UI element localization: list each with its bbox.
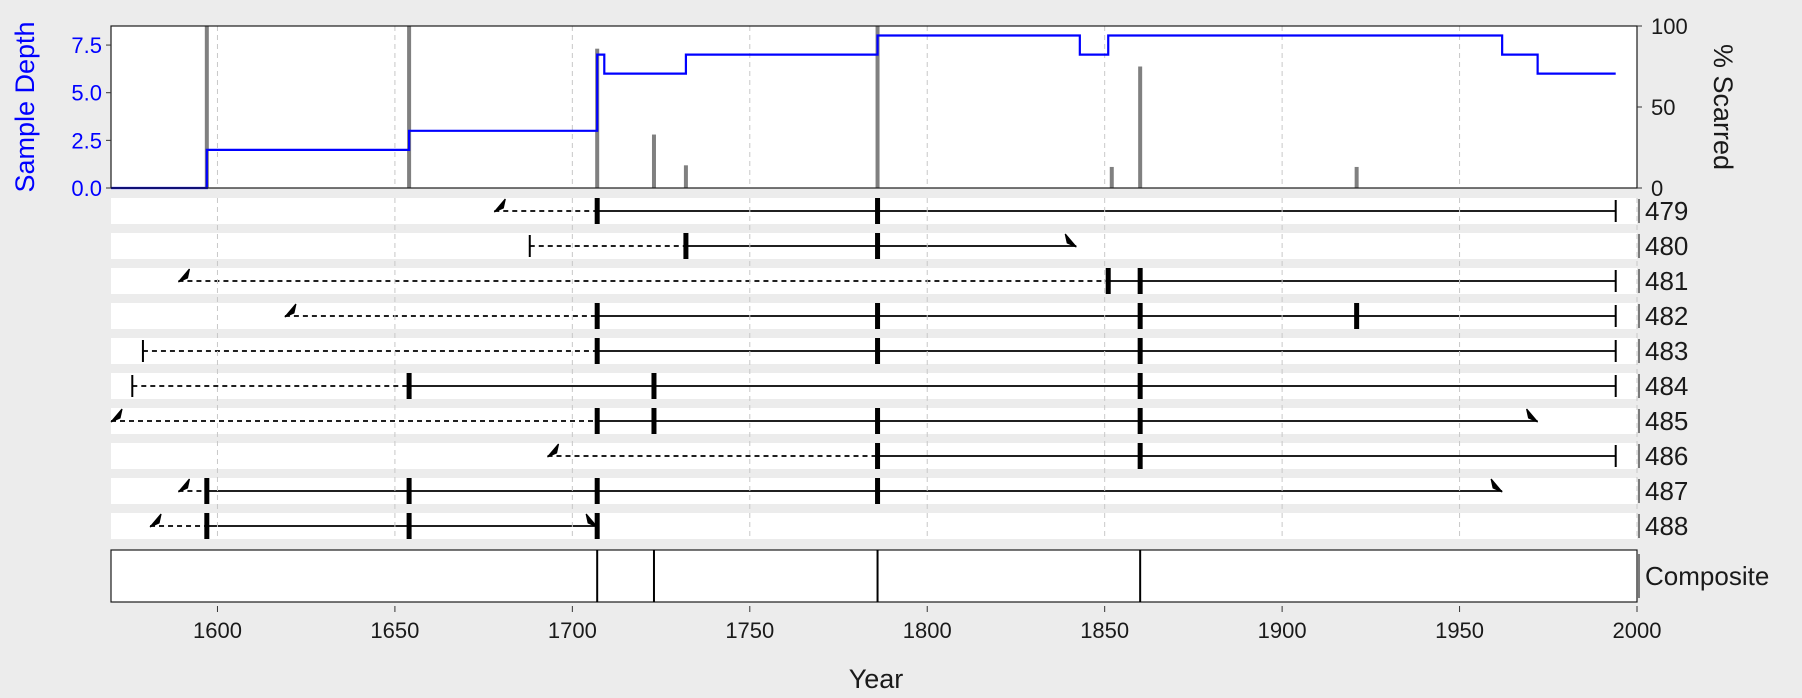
x-tick-label: 1600 xyxy=(193,618,242,643)
series-label: 483 xyxy=(1645,336,1688,366)
sample-depth-tick-label: 0.0 xyxy=(71,176,102,201)
series-label: 482 xyxy=(1645,301,1688,331)
sample-depth-tick-label: 7.5 xyxy=(71,33,102,58)
fire-scar xyxy=(594,198,600,224)
series-row: 485 xyxy=(110,406,1688,436)
pith-marker xyxy=(110,408,123,423)
series-row: 487 xyxy=(177,476,1688,506)
inner-ring-marker xyxy=(1526,408,1539,423)
pith-marker xyxy=(177,478,191,493)
fire-scar xyxy=(875,233,881,259)
series-row: 488 xyxy=(149,511,1688,541)
series-label: 479 xyxy=(1645,196,1688,226)
inner-ring-marker xyxy=(1064,233,1077,248)
fire-scar xyxy=(406,478,412,504)
pith-marker xyxy=(177,268,191,283)
top-panel-background xyxy=(111,26,1637,188)
pith-marker xyxy=(284,303,297,318)
percent-scarred-tick-label: 50 xyxy=(1651,95,1675,120)
x-tick-label: 2000 xyxy=(1613,618,1662,643)
inner-ring-marker xyxy=(1490,478,1503,493)
series-row: 480 xyxy=(528,231,1688,261)
sample-depth-axis-label: Sample Depth xyxy=(10,21,40,192)
sample-depth-tick-label: 2.5 xyxy=(71,128,102,153)
fire-scar xyxy=(875,443,881,469)
fire-scar xyxy=(594,303,600,329)
series-label: 487 xyxy=(1645,476,1688,506)
fire-scar xyxy=(1354,303,1360,329)
percent-scarred-tick-label: 100 xyxy=(1651,14,1688,39)
percent-scarred-bar xyxy=(875,26,880,188)
sample-depth-tick-label: 5.0 xyxy=(71,81,102,106)
fire-scar xyxy=(875,303,881,329)
x-tick-label: 1900 xyxy=(1258,618,1307,643)
x-tick-label: 1850 xyxy=(1080,618,1129,643)
series-panel: 479 480 481 482 483 484 485 486 487 488 xyxy=(110,196,1688,541)
percent-scarred-bar xyxy=(683,165,688,188)
fire-scar xyxy=(1137,338,1143,364)
percent-scarred-axis-label: % Scarred xyxy=(1708,44,1738,170)
fire-scar xyxy=(594,478,600,504)
pith-marker xyxy=(149,513,162,528)
series-row: 479 xyxy=(493,196,1688,226)
series-row: 486 xyxy=(547,441,1688,471)
fire-scar xyxy=(651,408,657,434)
x-tick-label: 1750 xyxy=(725,618,774,643)
fire-scar xyxy=(875,338,881,364)
composite-panel: Composite xyxy=(110,549,1769,603)
percent-scarred-bar xyxy=(1354,166,1359,188)
composite-label: Composite xyxy=(1645,561,1769,591)
sample-depth-panel xyxy=(111,26,1637,188)
fire-scar xyxy=(406,513,412,539)
fire-scar xyxy=(1137,373,1143,399)
x-axis-label: Year xyxy=(849,664,904,693)
x-tick-label: 1950 xyxy=(1435,618,1484,643)
sample-depth-line xyxy=(111,34,1616,190)
series-label: 488 xyxy=(1645,511,1688,541)
series-row: 483 xyxy=(141,336,1688,366)
percent-scarred-bar xyxy=(1109,166,1114,188)
fire-scar xyxy=(204,478,210,504)
series-row: 481 xyxy=(177,266,1688,296)
series-label: 486 xyxy=(1645,441,1688,471)
fire-scar xyxy=(875,408,881,434)
series-label: 481 xyxy=(1645,266,1688,296)
pith-marker xyxy=(493,198,506,213)
fire-scar xyxy=(1105,268,1111,294)
fire-scar xyxy=(875,478,881,504)
composite-panel-background xyxy=(110,549,1638,603)
series-label: 484 xyxy=(1645,371,1688,401)
percent-scarred-bar xyxy=(1138,66,1143,188)
fire-scar xyxy=(683,233,689,259)
series-row: 484 xyxy=(131,371,1688,401)
fire-scar xyxy=(651,373,657,399)
x-tick-label: 1700 xyxy=(548,618,597,643)
fire-scar xyxy=(406,373,412,399)
fire-scar xyxy=(594,338,600,364)
fire-scar xyxy=(594,408,600,434)
fire-scar xyxy=(204,513,210,539)
fire-scar xyxy=(1137,443,1143,469)
fire-scar xyxy=(1137,303,1143,329)
series-row: 482 xyxy=(284,301,1688,331)
inner-ring-marker xyxy=(585,513,598,528)
x-tick-label: 1800 xyxy=(903,618,952,643)
fire-scar xyxy=(1137,268,1143,294)
percent-scarred-bar xyxy=(407,26,412,188)
percent-scarred-bar xyxy=(651,134,656,188)
fire-scar xyxy=(594,513,600,539)
series-label: 485 xyxy=(1645,406,1688,436)
pith-marker xyxy=(547,443,560,458)
percent-scarred-tick-label: 0 xyxy=(1651,176,1663,201)
series-label: 480 xyxy=(1645,231,1688,261)
fire-scar xyxy=(875,198,881,224)
percent-scarred-bar xyxy=(204,26,209,188)
fire-scar xyxy=(1137,408,1143,434)
grid-layer xyxy=(111,26,1638,539)
axes-layer: 0.0 2.5 5.0 7.5 0 50 100 1600 1650 1700 1750 1800 18… xyxy=(71,14,1687,643)
x-tick-label: 1650 xyxy=(370,618,419,643)
